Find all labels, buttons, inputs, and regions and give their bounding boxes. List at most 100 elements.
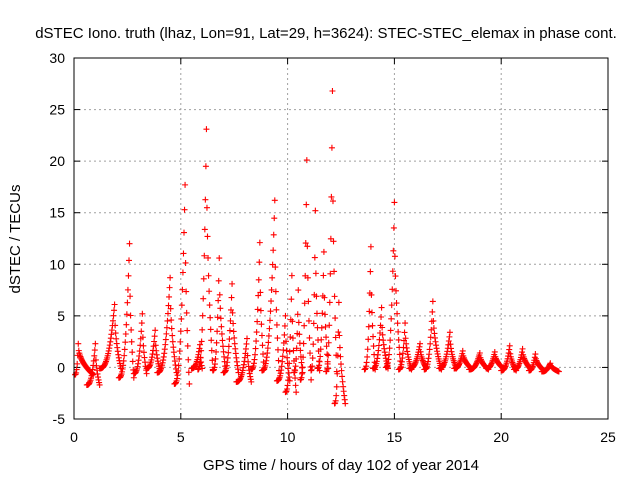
- data-point: [294, 311, 301, 318]
- data-point: [203, 204, 210, 211]
- data-point: [199, 326, 206, 333]
- data-point: [284, 354, 291, 361]
- data-point: [175, 367, 182, 374]
- data-point: [264, 345, 271, 352]
- data-point: [178, 302, 185, 309]
- x-tick-label: 10: [280, 429, 296, 445]
- data-point: [120, 357, 127, 364]
- data-point: [152, 342, 159, 349]
- data-point: [206, 302, 213, 309]
- data-point: [281, 322, 288, 329]
- data-point: [332, 315, 339, 322]
- chart-title: dSTEC Iono. truth (lhaz, Lon=91, Lat=29,…: [35, 25, 617, 42]
- data-point: [268, 298, 275, 305]
- data-point: [139, 334, 146, 341]
- data-point: [386, 351, 393, 358]
- data-point: [266, 325, 273, 332]
- data-point: [367, 268, 374, 275]
- data-point: [128, 338, 135, 345]
- data-point: [393, 300, 400, 307]
- data-point: [305, 298, 312, 305]
- data-point: [333, 383, 340, 390]
- data-point: [122, 330, 129, 337]
- data-point: [273, 321, 280, 328]
- data-point: [303, 201, 310, 208]
- data-point: [299, 370, 306, 377]
- data-point: [298, 359, 305, 366]
- data-point: [302, 240, 309, 247]
- data-point: [317, 353, 324, 360]
- data-point: [399, 350, 406, 357]
- data-point: [334, 352, 341, 359]
- data-point: [166, 293, 173, 300]
- data-point: [179, 269, 186, 276]
- data-point: [226, 327, 233, 334]
- data-points: [72, 88, 562, 407]
- data-point: [216, 255, 223, 262]
- data-point: [323, 334, 330, 341]
- data-point: [138, 328, 145, 335]
- data-point: [212, 355, 219, 362]
- data-point: [292, 375, 299, 382]
- data-point: [309, 363, 316, 370]
- data-point: [207, 314, 214, 321]
- data-point: [387, 327, 394, 334]
- data-point: [96, 381, 103, 388]
- data-point: [205, 254, 212, 261]
- data-point: [395, 328, 402, 335]
- x-tick-label: 20: [493, 429, 509, 445]
- data-point: [165, 302, 172, 309]
- data-point: [225, 343, 232, 350]
- data-point: [92, 340, 99, 347]
- data-point: [312, 207, 319, 214]
- data-point: [143, 370, 150, 377]
- data-point: [164, 317, 171, 324]
- data-point: [201, 252, 208, 259]
- data-point: [427, 340, 434, 347]
- data-point: [258, 332, 265, 339]
- data-point: [253, 338, 260, 345]
- data-point: [109, 317, 116, 324]
- data-point: [139, 310, 146, 317]
- data-point: [177, 328, 184, 335]
- data-point: [305, 317, 312, 324]
- data-point: [198, 338, 205, 345]
- data-point: [297, 347, 304, 354]
- data-point: [365, 336, 372, 343]
- data-point: [325, 339, 332, 346]
- data-point: [75, 340, 82, 347]
- data-point: [218, 323, 225, 330]
- data-point: [185, 356, 192, 363]
- data-point: [217, 315, 224, 322]
- data-point: [211, 361, 218, 368]
- data-point: [363, 359, 370, 366]
- data-point: [327, 270, 334, 277]
- data-point: [180, 250, 187, 257]
- data-point: [279, 353, 286, 360]
- data-point: [184, 327, 191, 334]
- data-point: [429, 308, 436, 315]
- data-point: [401, 329, 408, 336]
- data-point: [331, 293, 338, 300]
- data-point: [287, 334, 294, 341]
- data-point: [306, 334, 313, 341]
- data-point: [163, 324, 170, 331]
- data-point: [285, 369, 292, 376]
- data-point: [137, 342, 144, 349]
- data-point: [368, 291, 375, 298]
- data-point: [338, 361, 344, 368]
- data-point: [206, 288, 213, 295]
- data-point: [224, 354, 231, 361]
- data-point: [124, 299, 131, 306]
- data-point: [282, 338, 289, 345]
- data-point: [260, 351, 267, 358]
- data-point: [396, 351, 403, 358]
- data-point: [256, 259, 263, 266]
- data-point: [203, 126, 210, 133]
- data-point: [292, 382, 299, 389]
- data-point: [335, 299, 342, 306]
- data-point: [335, 329, 342, 336]
- data-point: [388, 315, 395, 322]
- data-point: [183, 309, 190, 316]
- data-point: [390, 247, 397, 254]
